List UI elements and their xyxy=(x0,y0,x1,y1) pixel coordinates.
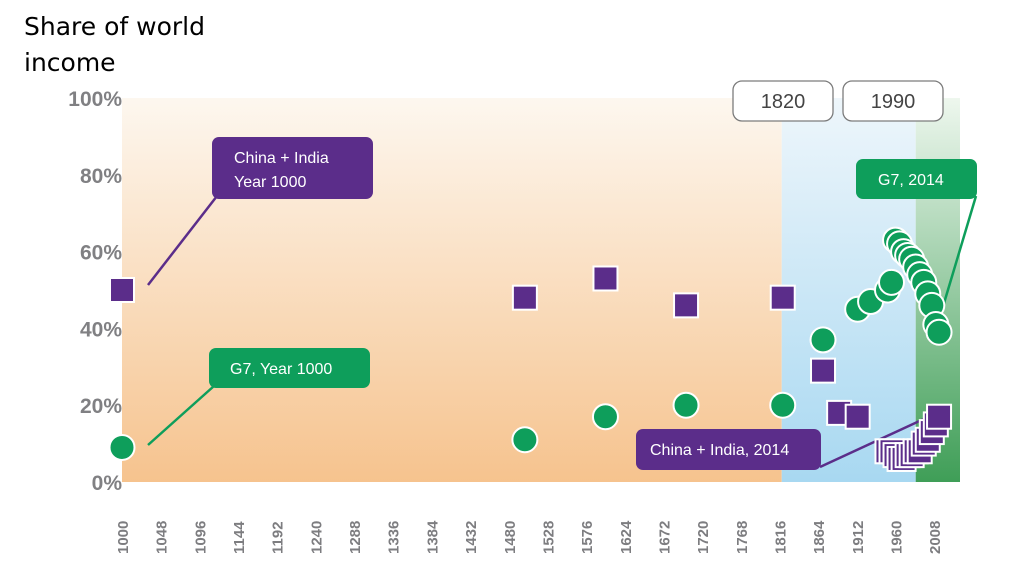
y-tick-label: 80% xyxy=(80,165,122,188)
g7-marker xyxy=(672,391,700,419)
g7-marker xyxy=(511,426,539,454)
x-tick-label: 1768 xyxy=(734,521,751,554)
x-tick-label: 2008 xyxy=(927,521,944,554)
x-tick-label: 1096 xyxy=(192,521,209,554)
x-tick-label: 1336 xyxy=(386,521,403,554)
era-label: 1990 xyxy=(871,91,916,113)
x-tick-label: 1960 xyxy=(889,521,906,554)
y-tick-label: 60% xyxy=(80,242,122,265)
y-tick-label: 100% xyxy=(68,88,122,111)
china-india-marker xyxy=(769,284,796,311)
x-tick-label: 1000 xyxy=(115,521,132,554)
callout-box-china-2014 xyxy=(636,429,821,470)
x-tick-label: 1048 xyxy=(154,521,171,554)
callout-box-g7-2014 xyxy=(856,159,977,199)
callout-label: Year 1000 xyxy=(234,174,306,191)
china-india-marker xyxy=(810,357,837,384)
x-tick-label: 1576 xyxy=(579,521,596,554)
china-india-marker xyxy=(673,292,700,319)
y-tick-label: 0% xyxy=(92,472,123,495)
callout-connector xyxy=(147,195,218,286)
china-india-marker xyxy=(511,284,538,311)
x-tick-label: 1288 xyxy=(347,521,364,554)
era-label: 1820 xyxy=(761,91,806,113)
callout-box-g7-1000 xyxy=(209,348,370,388)
y-axis-title: Share of world income xyxy=(24,12,205,77)
g7-marker xyxy=(925,318,953,346)
x-tick-label: 1672 xyxy=(656,521,673,554)
era-label-box xyxy=(842,80,944,122)
x-tick-label: 1480 xyxy=(502,521,519,554)
g7-marker xyxy=(769,391,797,419)
x-tick-label: 1816 xyxy=(773,521,790,554)
callout-connector xyxy=(147,385,215,446)
china-india-marker xyxy=(926,403,953,430)
callout-label: G7, 2014 xyxy=(878,172,944,189)
x-tick-label: 1384 xyxy=(424,520,441,554)
china-india-marker xyxy=(109,277,135,303)
x-tick-label: 1864 xyxy=(811,520,828,554)
era-label-box xyxy=(732,80,834,122)
callout-label: G7, Year 1000 xyxy=(230,361,332,378)
china-india-marker xyxy=(844,403,871,430)
g7-marker xyxy=(809,326,837,354)
x-tick-label: 1192 xyxy=(270,521,287,554)
y-tick-label: 20% xyxy=(80,395,122,418)
callout-label: China + India, 2014 xyxy=(650,442,789,459)
g7-marker xyxy=(108,433,136,461)
g7-marker xyxy=(878,268,906,296)
y-tick-label: 40% xyxy=(80,318,122,341)
x-tick-label: 1624 xyxy=(618,520,635,554)
callout-box-china-1000 xyxy=(212,137,373,199)
x-tick-label: 1912 xyxy=(850,521,867,554)
x-tick-label: 1720 xyxy=(695,521,712,554)
x-tick-label: 1432 xyxy=(463,521,480,554)
x-tick-label: 1144 xyxy=(231,521,248,554)
china-india-marker xyxy=(592,265,619,292)
callout-connector xyxy=(819,416,927,469)
x-tick-label: 1528 xyxy=(540,521,557,554)
x-tick-label: 1240 xyxy=(308,521,325,554)
callout-label: China + India xyxy=(234,150,329,167)
g7-marker xyxy=(591,403,619,431)
